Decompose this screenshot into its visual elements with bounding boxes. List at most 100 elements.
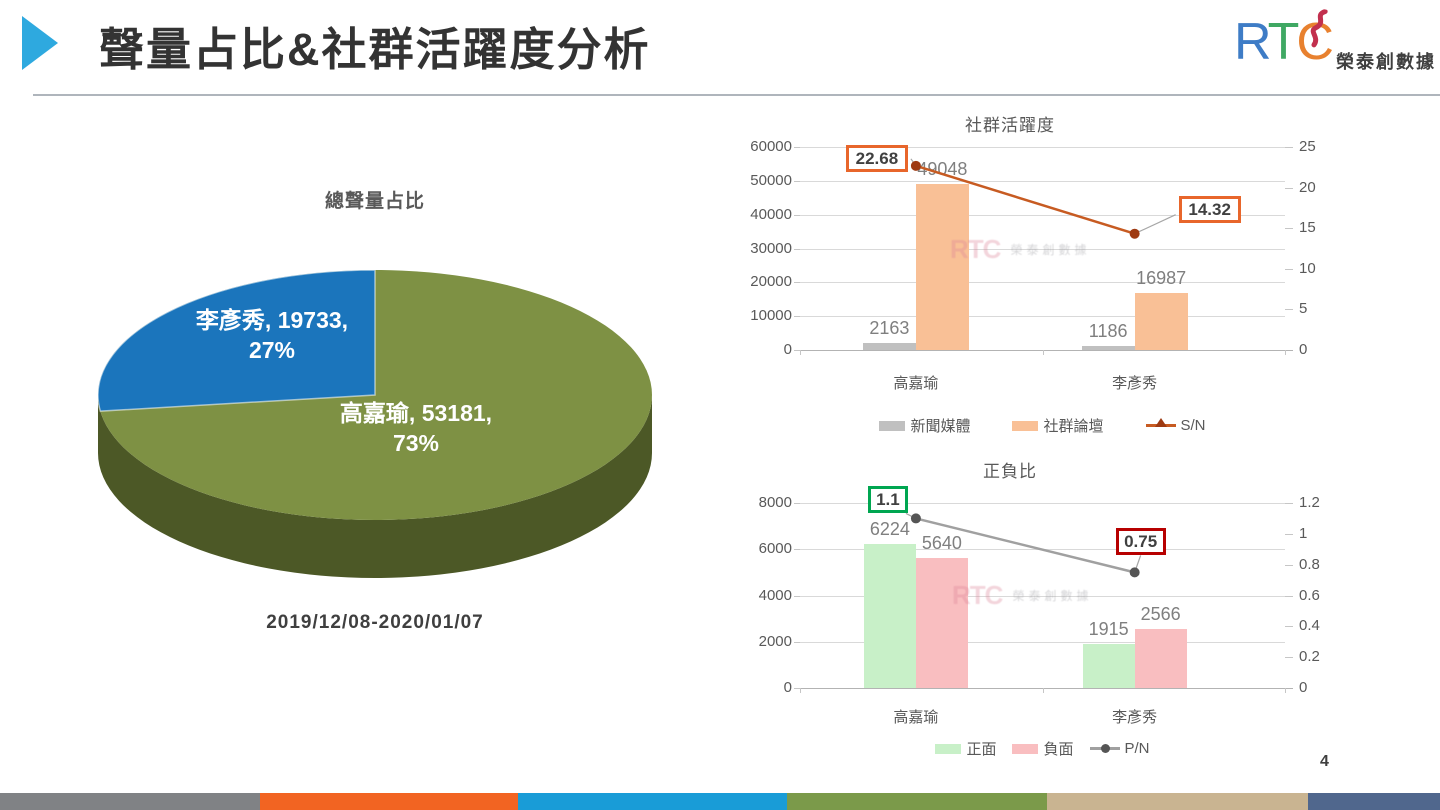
category-label: 高嘉瑜 [893, 375, 939, 392]
legend-label: S/N [1180, 417, 1206, 434]
gridline [800, 282, 1285, 284]
x-axis-tick [1042, 688, 1044, 693]
bar-value-label: 2163 [869, 317, 910, 338]
bar-負面 [1134, 628, 1187, 688]
gridline [800, 180, 1285, 182]
rtc-logo: RTC 榮泰創數據 [1234, 8, 1440, 88]
legend-label: 負面 [1043, 741, 1074, 758]
category-label: 李彥秀 [1112, 375, 1158, 392]
legend-label: P/N [1124, 740, 1150, 757]
gridline [800, 641, 1285, 643]
left-axis-tick-label: 50000 [750, 171, 792, 189]
axis-tick [794, 282, 800, 284]
bar-新聞媒體 [1081, 345, 1135, 350]
pie-chart-title: 總聲量占比 [324, 191, 425, 212]
bar-正面 [1082, 643, 1135, 688]
left-axis-tick-label: 0 [783, 341, 792, 358]
legend-item-正面: 正面 [935, 738, 996, 759]
line-value-box: 0.75 [1115, 528, 1166, 556]
gridline [800, 248, 1285, 250]
axis-tick [794, 641, 800, 643]
category-label: 李彥秀 [1112, 709, 1158, 726]
x-axis-tick [1285, 350, 1286, 355]
right-axis-tick-label: 5 [1299, 300, 1308, 318]
axis-tick [794, 688, 800, 689]
bar-負面 [915, 557, 968, 688]
page-title: 聲量占比&社群活躍度分析 [99, 24, 651, 75]
axis-tick [1285, 564, 1293, 566]
footer-color-stripe [0, 793, 1440, 810]
footer-segment-5 [1047, 793, 1308, 810]
watermark-company: 榮泰創數據 [1010, 243, 1091, 257]
legend-item-新聞媒體: 新聞媒體 [879, 415, 970, 436]
logo-letter-r: R [1234, 13, 1271, 71]
legend-swatch [1012, 743, 1039, 754]
axis-tick [794, 180, 800, 182]
pie-label-line1: 李彥秀, 19733, [195, 307, 349, 333]
footer-segment-2 [260, 793, 518, 810]
legend-swatch [1012, 420, 1039, 431]
legend-marker [1154, 418, 1167, 427]
left-axis-tick-label: 4000 [758, 586, 792, 604]
left-axis-tick-label: 10000 [750, 307, 792, 325]
left-axis-tick-label: 0 [783, 679, 792, 696]
axis-tick [1285, 147, 1293, 148]
legend-swatch [935, 743, 962, 754]
axis-tick [1285, 228, 1293, 230]
right-axis-tick-label: 1.2 [1299, 494, 1320, 511]
legend-item-負面: 負面 [1012, 738, 1074, 759]
footer-segment-6 [1308, 793, 1440, 810]
bar-正面 [863, 544, 916, 688]
gridline [800, 503, 1285, 504]
left-axis-tick-label: 8000 [758, 494, 792, 511]
x-axis-tick [800, 350, 801, 355]
axis-tick [1285, 187, 1293, 189]
legend-item-P/N: P/N [1089, 740, 1150, 757]
pie-label-line1: 高嘉瑜, 53181, [339, 400, 493, 426]
legend-label: 社群論壇 [1043, 418, 1104, 435]
x-axis-line [800, 350, 1293, 351]
left-axis-tick-label: 20000 [750, 273, 792, 291]
pie-chart-section: 總聲量占比 李彥秀, 19733, 27% 高嘉瑜, 53181, 73% 2019… [60, 162, 690, 682]
axis-tick [1285, 309, 1293, 311]
axis-tick [1285, 503, 1293, 504]
pie-slice-label-blue: 李彥秀, 19733, 27% [160, 305, 384, 365]
category-label: 高嘉瑜 [893, 709, 939, 726]
header-divider [33, 94, 1440, 96]
axis-tick [1285, 533, 1293, 535]
gridline [800, 595, 1285, 597]
chart-title: 正負比 [983, 462, 1037, 481]
rtc-logo-letters: RTC [1234, 13, 1334, 71]
x-axis-line [800, 688, 1293, 689]
left-axis-tick-label: 2000 [758, 632, 792, 650]
chart-legend: 新聞媒體 社群論壇 S/N [800, 415, 1285, 436]
axis-tick [794, 595, 800, 597]
legend-line-marker [1089, 744, 1120, 753]
left-axis-tick-label: 30000 [750, 239, 792, 257]
watermark-bottom-chart: RTC 榮泰創數據 [952, 580, 1092, 611]
watermark-top-chart: RTC 榮泰創數據 [950, 234, 1090, 265]
footer-segment-3 [518, 793, 787, 810]
pie-slice-label-green: 高嘉瑜, 53181, 73% [298, 398, 534, 458]
axis-tick [1285, 657, 1293, 659]
legend-swatch [879, 420, 906, 431]
legend-item-S/N: S/N [1145, 417, 1206, 434]
legend-label: 正面 [966, 741, 997, 758]
watermark-letters: RTC [952, 580, 1003, 610]
pie-label-line2: 73% [392, 430, 440, 456]
footer-segment-1 [0, 793, 260, 810]
axis-tick [794, 316, 800, 318]
bar-value-label: 1186 [1088, 320, 1128, 341]
bar-value-label: 16987 [1136, 267, 1187, 288]
axis-tick [1285, 626, 1293, 628]
x-axis-tick [1285, 688, 1286, 693]
bar-新聞媒體 [862, 342, 916, 350]
bar-社群論壇 [915, 184, 969, 350]
pie-chart [97, 269, 652, 578]
bar-value-label: 2566 [1140, 603, 1181, 624]
bar-value-label: 1915 [1088, 618, 1129, 639]
left-axis-tick-label: 6000 [758, 540, 792, 558]
gridline [800, 147, 1285, 148]
left-axis-tick-label: 60000 [750, 138, 792, 155]
logo-company-name: 榮泰創數據 [1336, 52, 1436, 72]
